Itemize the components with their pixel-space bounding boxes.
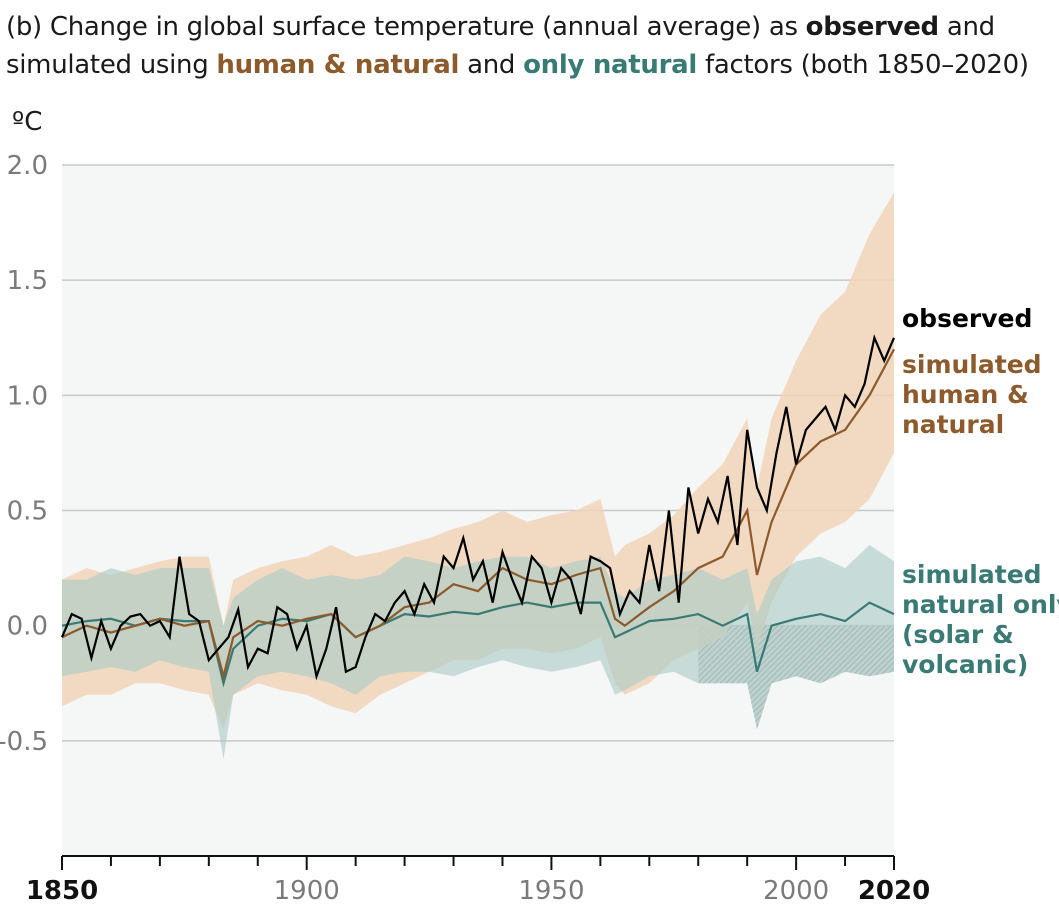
title-and-1: and xyxy=(938,12,995,42)
legend-observed-line-1: observed xyxy=(902,304,1032,333)
y-tick-label: -0.5 xyxy=(0,727,48,757)
human-natural-line xyxy=(61,348,895,681)
y-tick-label: 1.5 xyxy=(7,266,48,296)
y-axis-unit: ºC xyxy=(12,107,42,137)
observed-line xyxy=(60,334,896,681)
legend-natural-only-line-2: natural only xyxy=(902,590,1059,619)
title-only-natural: only natural xyxy=(523,50,698,80)
x-tick-label: 2020 xyxy=(858,876,930,906)
title-line2-start: simulated using xyxy=(6,50,217,80)
legend-human-natural-line-1: simulated xyxy=(902,350,1042,379)
legend-human-natural-line-2: human & xyxy=(902,380,1029,409)
legend-natural-only-line-4: volcanic) xyxy=(902,650,1028,679)
y-tick-label: 0.0 xyxy=(7,612,48,642)
natural-only-band xyxy=(62,545,894,760)
legend-natural-only-line-1: simulated xyxy=(902,560,1042,589)
x-tick-label: 1900 xyxy=(274,876,340,906)
title-and-2: and xyxy=(459,50,524,80)
legend-natural-only-line-3: (solar & xyxy=(902,620,1014,649)
y-tick-label: 2.0 xyxy=(7,151,48,181)
x-tick-label: 1850 xyxy=(26,876,98,906)
title-suffix: factors (both 1850–2020) xyxy=(697,50,1029,80)
y-tick-label: 1.0 xyxy=(7,381,48,411)
x-tick-label: 1950 xyxy=(518,876,584,906)
title-prefix: (b) Change in global surface temperature… xyxy=(6,12,806,42)
chart-title: (b) Change in global surface temperature… xyxy=(6,8,1046,84)
x-tick-label: 2000 xyxy=(763,876,829,906)
legend-human-natural-line-3: natural xyxy=(902,410,1004,439)
y-tick-label: 0.5 xyxy=(7,497,48,527)
title-observed: observed xyxy=(805,12,940,42)
title-human-natural: human & natural xyxy=(216,50,460,80)
